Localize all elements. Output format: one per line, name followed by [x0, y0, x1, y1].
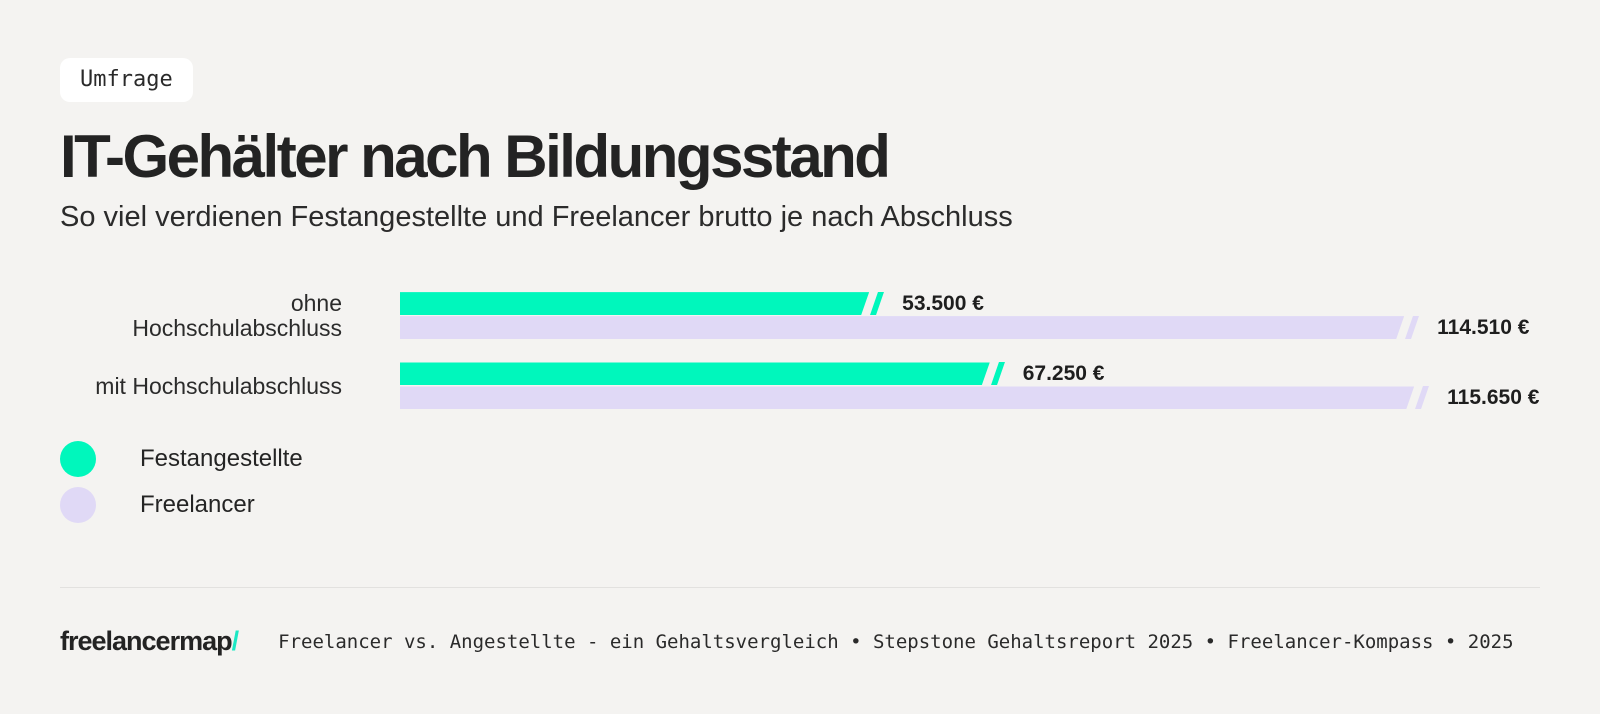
- footer: freelancermap/ Freelancer vs. Angestellt…: [60, 626, 1540, 657]
- legend-item-festangestellte: Festangestellte: [60, 441, 1540, 478]
- brand-name: freelancermap: [60, 626, 233, 657]
- bar-freelancer-ohne: [400, 316, 1404, 339]
- brand-slash-icon: /: [231, 626, 239, 657]
- legend-item-freelancer: Freelancer: [60, 487, 1540, 524]
- legend-dot-festangestellte-icon: [60, 441, 96, 478]
- value-label-festangestellte-mit: 67.250 €: [1022, 361, 1105, 385]
- bar-festangestellte-mit: [400, 362, 990, 385]
- salary-bar-chart: ohne Hochschulabschluss 53.500 € 114.510…: [60, 289, 1540, 410]
- value-label-freelancer-mit: 115.650 €: [1447, 385, 1540, 409]
- chart-group-mit-hochschulabschluss: mit Hochschulabschluss 67.250 € 115.650 …: [60, 361, 1540, 410]
- chart-legend: Festangestellte Freelancer: [60, 441, 1540, 524]
- page-subtitle: So viel verdienen Festangestellte und Fr…: [60, 201, 1013, 233]
- bar-end-slash-icon: [870, 292, 885, 316]
- category-label-ohne-hochschulabschluss: ohne Hochschulabschluss: [132, 289, 342, 341]
- brand-logo: freelancermap/: [60, 626, 239, 657]
- source-text: Freelancer vs. Angestellte - ein Gehalts…: [278, 630, 1514, 653]
- page-title: IT-Gehälter nach Bildungsstand: [60, 123, 891, 190]
- category-label-mit-hochschulabschluss: mit Hochschulabschluss: [95, 372, 342, 399]
- legend-label-festangestellte: Festangestellte: [140, 445, 303, 473]
- footer-divider: [60, 587, 1540, 589]
- bar-pair: 53.500 € 114.510 €: [400, 291, 1540, 340]
- bar-freelancer-mit: [400, 386, 1414, 409]
- bar-festangestellte-ohne: [400, 292, 869, 315]
- survey-badge-label: Umfrage: [80, 67, 173, 92]
- bar-end-slash-icon: [990, 362, 1005, 386]
- bar-end-slash-icon: [1405, 316, 1420, 340]
- bar-end-slash-icon: [1415, 386, 1430, 410]
- bar-row-festangestellte: 53.500 €: [400, 291, 1540, 316]
- survey-badge: Umfrage: [60, 58, 193, 102]
- bar-row-freelancer: 114.510 €: [400, 315, 1540, 340]
- value-label-festangestellte-ohne: 53.500 €: [902, 291, 984, 315]
- legend-label-freelancer: Freelancer: [140, 491, 255, 519]
- bar-row-festangestellte: 67.250 €: [400, 361, 1540, 386]
- chart-group-ohne-hochschulabschluss: ohne Hochschulabschluss 53.500 € 114.510…: [60, 289, 1540, 341]
- bar-pair: 67.250 € 115.650 €: [400, 361, 1540, 410]
- legend-dot-freelancer-icon: [60, 487, 96, 524]
- value-label-freelancer-ohne: 114.510 €: [1437, 315, 1530, 339]
- bar-row-freelancer: 115.650 €: [400, 385, 1540, 410]
